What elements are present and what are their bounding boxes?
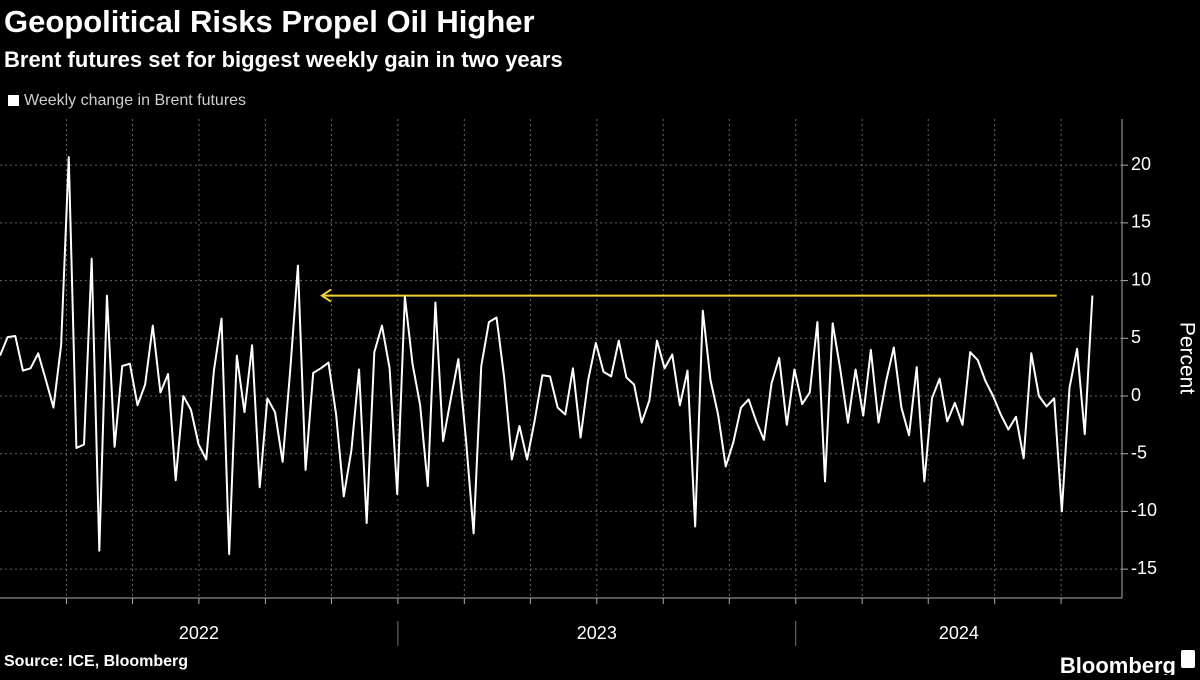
y-axis-label: Percent [1175,322,1198,395]
y-tick-label: -5 [1131,442,1147,462]
logo: Bloomberg [1060,653,1176,675]
y-tick-label: 5 [1131,327,1141,347]
y-tick-label: -10 [1131,500,1157,520]
x-tick-label: 2022 [179,623,219,643]
legend-swatch [8,95,19,106]
chart-subtitle: Brent futures set for biggest weekly gai… [4,47,563,72]
chart-title: Geopolitical Risks Propel Oil Higher [4,4,535,39]
y-tick-label: 10 [1131,269,1151,289]
line [0,156,1094,556]
y-tick-label: -15 [1131,558,1157,578]
y-tick-label: 0 [1131,385,1141,405]
y-tick-label: 20 [1131,154,1151,174]
x-tick-label: 2024 [939,623,979,643]
y-tick-label: 15 [1131,212,1151,232]
arrow-head [320,288,332,303]
logo-icon [1181,650,1195,668]
source: Source: ICE, Bloomberg [4,653,188,670]
x-tick-label: 2023 [577,623,617,643]
legend-label: Weekly change in Brent futures [24,92,246,109]
